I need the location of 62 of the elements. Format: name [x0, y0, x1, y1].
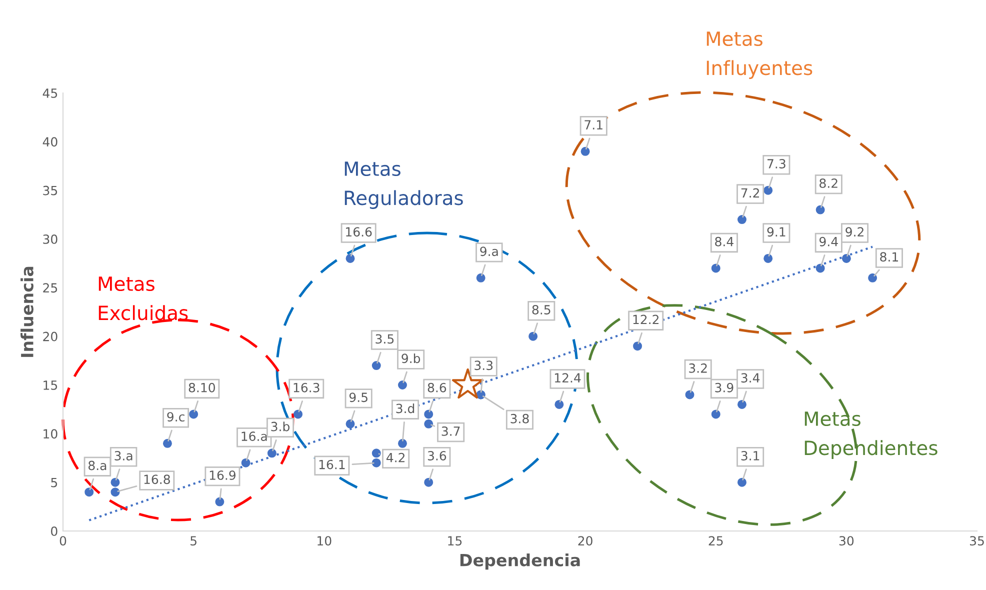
annotation: 16.9	[210, 470, 236, 480]
annotation: 12.4	[554, 373, 581, 382]
x-tick-label: 5	[190, 536, 196, 546]
y-tick-label: 10	[44, 429, 58, 439]
annotation: 3.a	[114, 451, 132, 460]
annotation: 12.2	[633, 314, 659, 324]
annotation: 8.6	[428, 382, 446, 392]
y-tick-label: 5	[51, 478, 58, 488]
x-tick-label: 0	[60, 536, 66, 546]
annotation: 8.2	[820, 178, 838, 188]
annotation: 16.3	[294, 382, 320, 392]
annotation: 8.10	[188, 382, 215, 392]
annotation: Metas Reguladoras	[344, 162, 463, 209]
annotation: 3.6	[428, 451, 446, 460]
annotation: 3.4	[741, 373, 760, 383]
y-tick-label: 20	[43, 332, 58, 342]
annotation: 3.b	[271, 422, 290, 432]
annotation: 16.6	[346, 227, 372, 237]
text: Metas Influyentes	[706, 32, 812, 79]
y-tick-label: 0	[51, 526, 58, 536]
annotation: 3.2	[689, 363, 707, 373]
annotation: 16.a	[242, 432, 267, 441]
annotation: 3.d	[396, 404, 414, 414]
annotation: 9.4	[819, 236, 838, 246]
x-tick-label: 35	[970, 536, 984, 546]
annotation: 3.5	[376, 334, 394, 344]
annotation: 9.1	[767, 227, 786, 237]
annotation: Metas Dependientes	[804, 412, 938, 459]
annotation: 3.9	[715, 382, 734, 392]
annotation: 7.1	[584, 120, 602, 130]
annotation: 8.1	[880, 252, 898, 262]
annotation: 9.a	[480, 246, 498, 256]
annotation: 3.8	[510, 414, 529, 424]
y-tick-label: 45	[42, 88, 58, 98]
x-tick-label: 30	[839, 536, 854, 546]
annotation: Metas Excluidas	[98, 276, 188, 320]
annotation: 16.8	[144, 474, 170, 484]
x-axis-title: Dependencia	[460, 554, 580, 570]
y-tick-label: 15	[44, 380, 58, 390]
x-tick-label: 20	[578, 536, 592, 546]
x-tick-label: 10	[318, 536, 332, 546]
annotation: 8.4	[715, 236, 734, 246]
annotation: 8.5	[532, 305, 550, 314]
annotation: 9.5	[349, 392, 368, 402]
annotation: 8.a	[88, 460, 106, 470]
annotation: 7.2	[741, 188, 759, 198]
annotation: 3.7	[442, 426, 460, 436]
y-tick-label: 30	[43, 234, 58, 244]
y-tick-label: 35	[43, 186, 58, 196]
annotation: 16.1	[319, 460, 345, 470]
annotation: 3.1	[741, 451, 760, 460]
x-tick-label: 15	[448, 536, 462, 546]
annotation: 7.3	[768, 159, 786, 168]
annotation: 3.3	[474, 360, 493, 370]
annotation: 4.2	[386, 452, 405, 462]
y-axis-title: Influencia	[20, 266, 34, 357]
annotation: 9.2	[846, 227, 864, 237]
annotation: 9.b	[402, 353, 420, 364]
y-tick-label: 40	[42, 137, 58, 147]
annotation: 9.c	[167, 412, 184, 422]
x-tick-label: 25	[708, 536, 723, 546]
y-tick-label: 25	[43, 283, 58, 293]
